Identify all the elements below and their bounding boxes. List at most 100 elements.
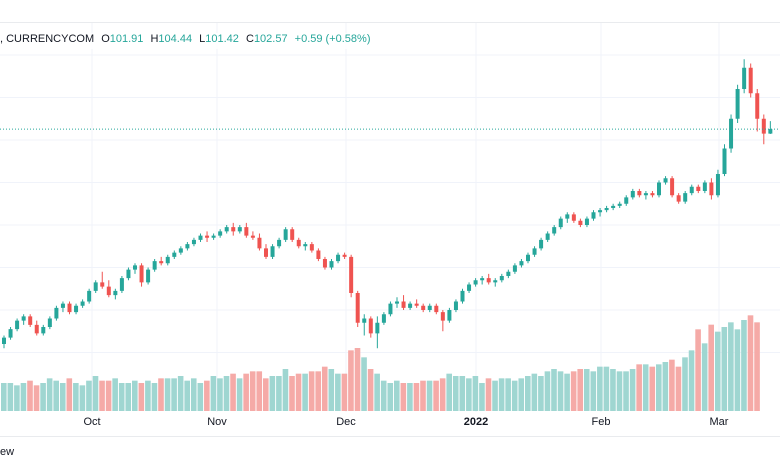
candle xyxy=(414,299,419,308)
candle xyxy=(768,121,773,134)
volume-bar xyxy=(7,383,14,411)
candle xyxy=(670,176,675,198)
volume-bar xyxy=(59,383,66,411)
candle-body xyxy=(571,214,576,221)
candle xyxy=(349,254,354,298)
candle xyxy=(611,203,616,211)
candles xyxy=(2,59,773,349)
candle xyxy=(657,180,661,198)
candle xyxy=(480,276,485,285)
candle-body xyxy=(552,227,557,234)
candle-body xyxy=(558,218,563,228)
candle xyxy=(198,233,203,242)
toolbar xyxy=(0,0,780,23)
candle xyxy=(191,237,196,247)
volume-bar xyxy=(728,322,734,411)
volume-bar xyxy=(105,380,112,411)
volume-bar xyxy=(289,376,295,411)
volume-bar xyxy=(66,378,73,411)
candle-body xyxy=(532,248,537,255)
volume-bar xyxy=(374,373,380,411)
candle xyxy=(264,244,268,259)
candle-body xyxy=(519,261,524,266)
candle-body xyxy=(611,205,616,208)
candle xyxy=(598,208,603,217)
volume-bar xyxy=(649,366,656,411)
candle-body xyxy=(480,278,485,281)
volume-bar xyxy=(492,380,498,411)
candle-body xyxy=(722,148,727,174)
volume-bar xyxy=(400,383,407,411)
candle-body xyxy=(689,186,694,194)
volume-bar xyxy=(439,378,446,411)
candle-body xyxy=(683,193,688,202)
x-axis[interactable]: Oct Nov Dec 2022 Feb Mar xyxy=(0,412,780,434)
candle xyxy=(296,237,301,249)
volume-bar xyxy=(701,343,708,411)
volume-bar xyxy=(53,380,59,411)
volume-bar xyxy=(682,357,688,411)
candle xyxy=(368,316,373,338)
candle xyxy=(388,301,393,317)
candle xyxy=(106,280,111,298)
x-tick-feb: Feb xyxy=(591,416,611,428)
price-chart[interactable] xyxy=(0,0,780,412)
candle-body xyxy=(473,280,478,285)
candle-body xyxy=(526,254,530,262)
volume-bar xyxy=(20,383,27,411)
candle-body xyxy=(604,208,609,211)
candle-body xyxy=(67,303,72,313)
candle-body xyxy=(21,316,26,321)
candle-body xyxy=(106,286,111,296)
candle-body xyxy=(506,271,511,276)
candle xyxy=(316,248,321,262)
footer-link[interactable]: ew xyxy=(0,446,15,458)
volume-bar xyxy=(642,364,649,411)
candle xyxy=(473,278,478,287)
candle xyxy=(113,288,118,300)
candle-body xyxy=(565,214,570,219)
candle xyxy=(696,184,701,194)
candle xyxy=(146,267,151,285)
candle xyxy=(152,259,157,272)
ohlc-legend: , CURRENCYCOM O101.91 H104.44 L101.42 C1… xyxy=(0,33,375,49)
candle-body xyxy=(355,293,360,323)
candle xyxy=(41,324,46,336)
candle-body xyxy=(322,259,327,268)
volume-bar xyxy=(118,383,125,411)
candle-body xyxy=(250,235,255,238)
candle-body xyxy=(709,182,714,196)
candle-body xyxy=(657,182,661,196)
volume-bar xyxy=(479,383,485,411)
volume-bar xyxy=(276,376,282,411)
candle-body xyxy=(159,261,164,264)
high-value: 104.44 xyxy=(158,33,193,45)
volume-bar xyxy=(269,376,276,411)
volume-bar xyxy=(570,371,577,411)
candle-body xyxy=(296,239,301,247)
candle-body xyxy=(237,227,242,232)
volume-bar xyxy=(315,371,321,411)
candle xyxy=(421,303,426,313)
candle-body xyxy=(493,280,498,283)
candle-body xyxy=(349,256,354,293)
candle-body xyxy=(761,118,766,134)
volume-bar xyxy=(747,315,754,411)
candle xyxy=(729,114,734,153)
candle-body xyxy=(427,305,432,310)
volume-bar xyxy=(328,369,335,411)
candle xyxy=(165,254,170,266)
candle-body xyxy=(453,301,458,310)
candle-body xyxy=(60,303,65,308)
candle-body xyxy=(185,244,190,249)
candle-body xyxy=(277,239,282,247)
chart-area[interactable] xyxy=(0,0,780,412)
volume-bar xyxy=(433,380,439,411)
volume-bar xyxy=(426,380,433,411)
candle-body xyxy=(244,227,249,236)
candle xyxy=(650,191,655,198)
candle-body xyxy=(100,282,105,287)
candle xyxy=(467,282,472,293)
volume-bar xyxy=(295,373,302,411)
candle xyxy=(67,301,72,315)
